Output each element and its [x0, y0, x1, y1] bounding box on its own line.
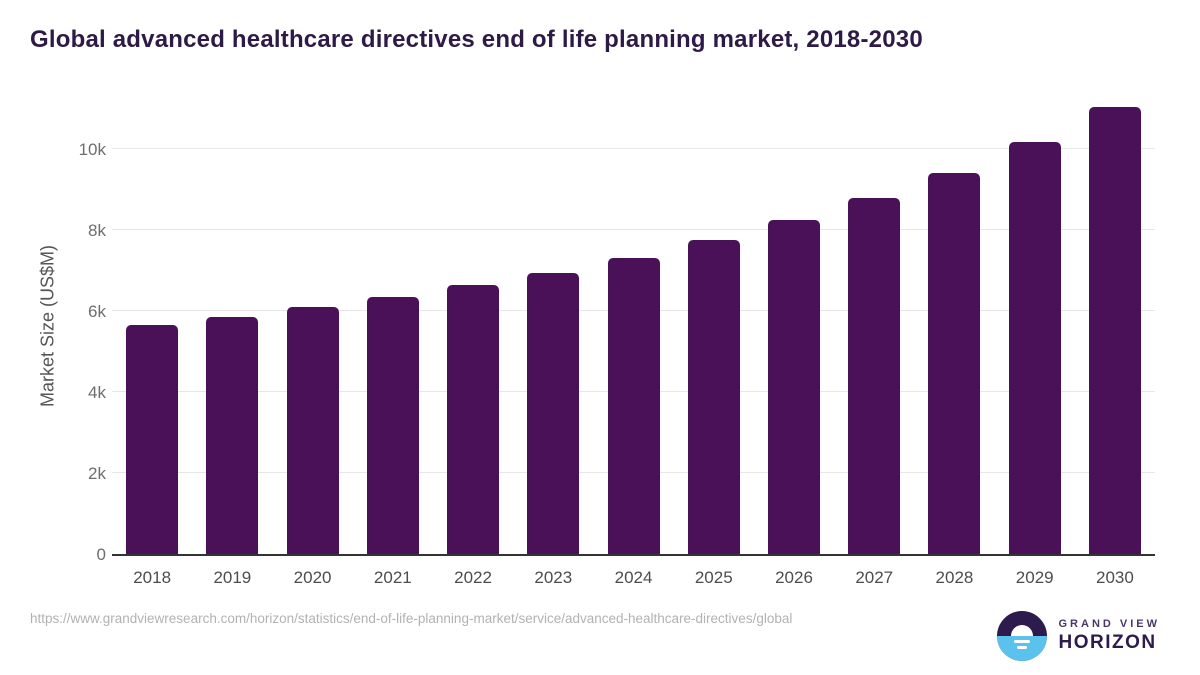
bars-container: [112, 96, 1155, 554]
bar-cell: [754, 96, 834, 554]
horizon-sun-icon: [996, 611, 1047, 661]
bar-cell: [593, 96, 673, 554]
bar-cell: [674, 96, 754, 554]
bar-cell: [112, 96, 192, 554]
bar-cell: [272, 96, 352, 554]
x-tick-label-2023: 2023: [534, 568, 573, 587]
x-tick-label-2026: 2026: [775, 568, 813, 587]
plot-area: [112, 96, 1155, 556]
x-tick-label-2027: 2027: [855, 568, 894, 587]
x-axis-labels: 2018 2019 2020 2021 2022 2023 2024 2025 2026 2027…: [112, 568, 1155, 588]
x-tick-label-2019: 2019: [213, 568, 252, 587]
chart-region: Market Size (US$M) 0 2k 4k 6k 8k 10k: [30, 96, 1155, 564]
bar-2024[interactable]: [607, 257, 660, 554]
source-url: https://www.grandviewresearch.com/horizo…: [30, 611, 793, 626]
logo-product-line: HORIZON: [1058, 632, 1157, 653]
logo-brand-line: GRAND VIEW: [1058, 618, 1160, 630]
x-tick-label-2022: 2022: [454, 568, 492, 587]
logo-text: GRAND VIEW HORIZON: [1059, 618, 1161, 654]
bar-2018[interactable]: [126, 325, 179, 554]
bar-2019[interactable]: [206, 317, 259, 554]
y-tick-label-4k: 4k: [88, 383, 106, 402]
chart-title: Global advanced healthcare directives en…: [30, 26, 923, 53]
y-tick-label-6k: 6k: [88, 302, 106, 321]
bar-cell: [433, 96, 513, 554]
x-tick-label-2024: 2024: [614, 568, 653, 587]
x-tick-label-2021: 2021: [373, 568, 412, 587]
x-tick-label-2018: 2018: [133, 568, 172, 587]
bar-2029[interactable]: [1008, 141, 1061, 554]
bar-cell: [353, 96, 433, 554]
bar-2021[interactable]: [366, 296, 419, 554]
bar-cell: [914, 96, 994, 554]
y-tick-label-8k: 8k: [88, 221, 106, 240]
y-tick-label-2k: 2k: [88, 464, 106, 483]
grand-view-horizon-logo: GRAND VIEW HORIZON: [996, 611, 1161, 661]
bar-cell: [995, 96, 1075, 554]
bar-2025[interactable]: [687, 240, 740, 554]
x-tick-label-2020: 2020: [293, 568, 332, 587]
y-axis-title: Market Size (US$M): [37, 244, 58, 408]
bar-2028[interactable]: [928, 173, 981, 554]
x-tick-label-2028: 2028: [935, 568, 974, 587]
x-tick-label-2030: 2030: [1096, 568, 1134, 587]
bar-2020[interactable]: [286, 306, 339, 554]
bar-2022[interactable]: [447, 284, 500, 554]
bar-cell: [834, 96, 914, 554]
wave-line: [1016, 646, 1027, 649]
bar-2030[interactable]: [1088, 107, 1141, 554]
x-tick-label-2029: 2029: [1015, 568, 1054, 587]
y-tick-label-0: 0: [96, 545, 106, 564]
bar-2023[interactable]: [527, 272, 580, 554]
x-tick-label-2025: 2025: [694, 568, 733, 587]
footer: https://www.grandviewresearch.com/horizo…: [0, 609, 1200, 675]
wave-line: [1013, 640, 1030, 643]
gridline-8k: [112, 229, 1155, 230]
y-axis-title-column: Market Size (US$M): [30, 96, 66, 556]
y-axis-ticks: 0 2k 4k 6k 8k 10k: [66, 96, 112, 564]
bar-cell: [192, 96, 272, 554]
y-tick-label-10k: 10k: [78, 140, 106, 159]
bar-cell: [513, 96, 593, 554]
water-half: [996, 636, 1047, 661]
bar-2026[interactable]: [767, 219, 820, 554]
gridline-10k: [112, 148, 1155, 149]
bar-cell: [1075, 96, 1155, 554]
bar-2027[interactable]: [848, 197, 901, 554]
